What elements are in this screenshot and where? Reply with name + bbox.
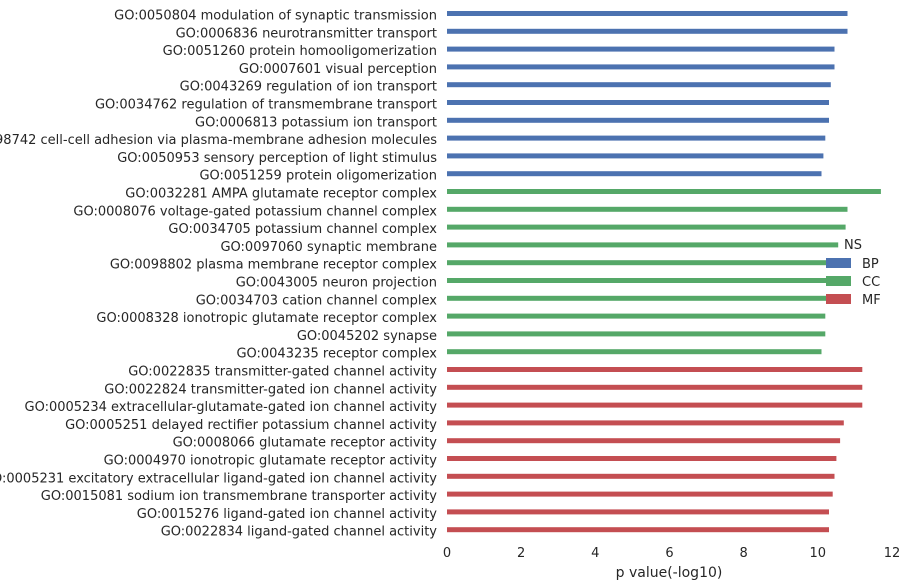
category-label: GO:0022824 transmitter-gated ion channel…: [104, 382, 437, 397]
category-label: GO:0006813 potassium ion transport: [195, 115, 437, 130]
category-label: GO:0005251 delayed rectifier potassium c…: [65, 418, 437, 433]
bar: [447, 313, 826, 319]
category-label: GO:0008076 voltage-gated potassium chann…: [73, 204, 437, 219]
category-label: GO:0015276 ligand-gated ion channel acti…: [137, 507, 438, 522]
bar: [447, 11, 848, 16]
category-label: GO:0007601 visual perception: [239, 62, 437, 77]
category-label: GO:0051260 protein homooligomerization: [163, 44, 437, 59]
category-label: GO:0005234 extracellular-glutamate-gated…: [25, 400, 438, 415]
bar: [447, 402, 863, 408]
bar: [447, 100, 829, 105]
bar: [447, 349, 822, 355]
legend-swatch: [826, 294, 851, 304]
bar: [447, 135, 826, 141]
legend-label: BP: [862, 257, 879, 272]
bar: [447, 420, 844, 426]
x-tick-label: 2: [517, 546, 525, 561]
category-label: GO:0043235 receptor complex: [236, 347, 437, 362]
category-label: GO:0051259 protein oligomerization: [199, 169, 437, 184]
bar: [447, 64, 835, 70]
x-tick-label: 12: [884, 546, 901, 561]
legend-swatch: [826, 276, 851, 286]
category-label: GO:0050953 sensory perception of light s…: [117, 151, 437, 166]
category-label: GO:0097060 synaptic membrane: [220, 240, 437, 255]
legend-entries: BP CC MF: [826, 257, 881, 308]
legend: NS BP CC MF: [826, 238, 881, 308]
bar: [447, 28, 848, 34]
category-label: GO:0006836 neurotransmitter transport: [176, 26, 437, 41]
category-label: GO:0032281 AMPA glutamate receptor compl…: [125, 187, 437, 202]
bar: [447, 278, 828, 283]
x-axis-title: p value(-log10): [616, 565, 723, 581]
category-label: GO:0034762 regulation of transmembrane t…: [95, 98, 437, 113]
category-label: GO:0005231 excitatory extracellular liga…: [0, 471, 437, 486]
bar: [447, 384, 863, 390]
category-label: GO:0008066 glutamate receptor activity: [173, 436, 438, 451]
bar: [447, 153, 824, 159]
category-label: GO:0004970 ionotropic glutamate receptor…: [104, 454, 438, 469]
bar: [447, 82, 831, 88]
bar: [447, 242, 839, 248]
bar: [447, 171, 822, 177]
legend-title: NS: [844, 238, 862, 253]
category-label: GO:0043005 neuron projection: [236, 276, 437, 291]
category-label: GO:0045202 synapse: [297, 329, 437, 344]
category-label: GO:0034703 cation channel complex: [196, 293, 438, 308]
category-label: GO:0098802 plasma membrane receptor comp…: [110, 258, 437, 273]
category-label: GO:0022834 ligand-gated channel activity: [161, 525, 438, 540]
legend-label: MF: [862, 293, 881, 308]
bar: [447, 367, 863, 372]
bar: [447, 260, 828, 266]
category-label: GO:0034705 potassium channel complex: [168, 222, 437, 237]
category-label: GO:0050804 modulation of synaptic transm…: [114, 9, 437, 24]
bar: [447, 206, 848, 212]
bar: [447, 331, 826, 337]
category-labels: GO:0050804 modulation of synaptic transm…: [0, 9, 437, 540]
x-tick-label: 10: [810, 546, 827, 561]
legend-swatch: [826, 258, 851, 268]
x-tick-label: 6: [665, 546, 673, 561]
bar: [447, 456, 837, 461]
bar: [447, 46, 835, 52]
bar: [447, 509, 829, 515]
bar: [447, 491, 833, 497]
bar: [447, 473, 835, 479]
bar: [447, 189, 881, 194]
category-label: GO:0098742 cell-cell adhesion via plasma…: [0, 133, 437, 148]
x-tick-label: 0: [443, 546, 451, 561]
x-tick-label: 4: [591, 546, 599, 561]
category-label: GO:0015081 sodium ion transmembrane tran…: [41, 489, 437, 504]
category-label: GO:0022835 transmitter-gated channel act…: [128, 365, 437, 380]
x-axis-ticks: 0 2 4 6 8 10 12: [443, 546, 900, 561]
category-label: GO:0043269 regulation of ion transport: [180, 80, 437, 95]
legend-label: CC: [862, 275, 880, 290]
bar: [447, 224, 846, 230]
category-label: GO:0008328 ionotropic glutamate receptor…: [96, 311, 437, 326]
bar: [447, 527, 829, 533]
bar: [447, 295, 828, 301]
bar-layer: [447, 11, 881, 533]
bar: [447, 117, 829, 123]
bar: [447, 438, 841, 444]
x-tick-label: 8: [740, 546, 748, 561]
